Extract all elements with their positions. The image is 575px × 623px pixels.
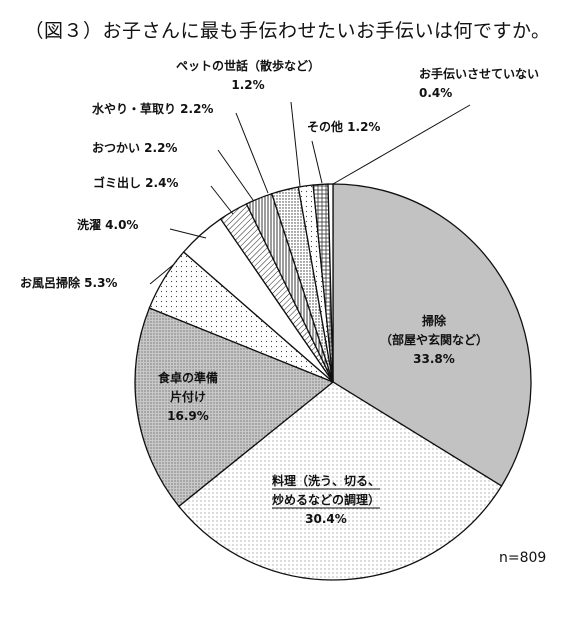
slice-label-no-help-value: 0.4% bbox=[419, 86, 452, 100]
slice-label-cleaning: （部屋や玄関など） bbox=[380, 332, 488, 347]
slice-label-cooking: 炒めるなどの調理） bbox=[272, 492, 380, 507]
slice-label-cleaning-value: 33.8% bbox=[413, 352, 455, 366]
slice-label-other: その他 1.2% bbox=[307, 119, 380, 134]
chart-title: （図３）お子さんに最も手伝わせたいお手伝いは何ですか。 bbox=[24, 20, 551, 42]
leader-line-garbage bbox=[210, 185, 234, 215]
leader-lines bbox=[149, 101, 471, 285]
slice-label-laundry: 洗濯 4.0% bbox=[77, 217, 138, 232]
slice-labels: 掃除 （部屋や玄関など） 33.8% 料理（洗う、切る、炒めるなどの調理） 30.4% 食… bbox=[20, 58, 539, 526]
slice-label-pet-care-value: 1.2% bbox=[231, 78, 264, 92]
pie-slice-table-setting bbox=[134, 307, 335, 508]
pie-slice-no-help bbox=[327, 183, 334, 383]
leader-line-laundry bbox=[169, 228, 207, 239]
slice-label-bath-cleaning: お風呂掃除 5.3% bbox=[20, 275, 117, 290]
sample-size-label: n=809 bbox=[499, 550, 547, 566]
slice-label-errands: おつかい 2.2% bbox=[92, 141, 177, 155]
leader-line-other bbox=[311, 140, 323, 184]
slice-label-no-help: お手伝いさせていない bbox=[419, 66, 539, 81]
slice-label-garbage: ゴミ出し 2.4% bbox=[93, 175, 178, 190]
slice-label-table-setting: 片付け bbox=[170, 389, 206, 404]
slice-label-cooking: 料理（洗う、切る、 bbox=[272, 473, 380, 488]
leader-line-no-help bbox=[332, 104, 471, 185]
leader-line-bath-cleaning bbox=[149, 264, 174, 285]
leader-line-pet-care bbox=[290, 101, 301, 187]
slice-label-cooking-value: 30.4% bbox=[305, 512, 347, 526]
pie-slice-cooking bbox=[177, 381, 503, 581]
slice-label-cleaning: 掃除 bbox=[422, 313, 447, 328]
slice-label-table-setting-value: 16.9% bbox=[167, 409, 209, 423]
slice-label-pet-care: ペットの世話（散歩など） bbox=[176, 58, 320, 73]
pie-slices bbox=[134, 183, 532, 581]
slice-label-table-setting: 食卓の準備 bbox=[157, 370, 218, 385]
pie-slice-cleaning bbox=[332, 183, 532, 487]
slice-label-watering: 水やり・草取り 2.2% bbox=[92, 101, 213, 116]
leader-line-errands bbox=[217, 149, 254, 201]
leader-line-watering bbox=[235, 112, 269, 194]
